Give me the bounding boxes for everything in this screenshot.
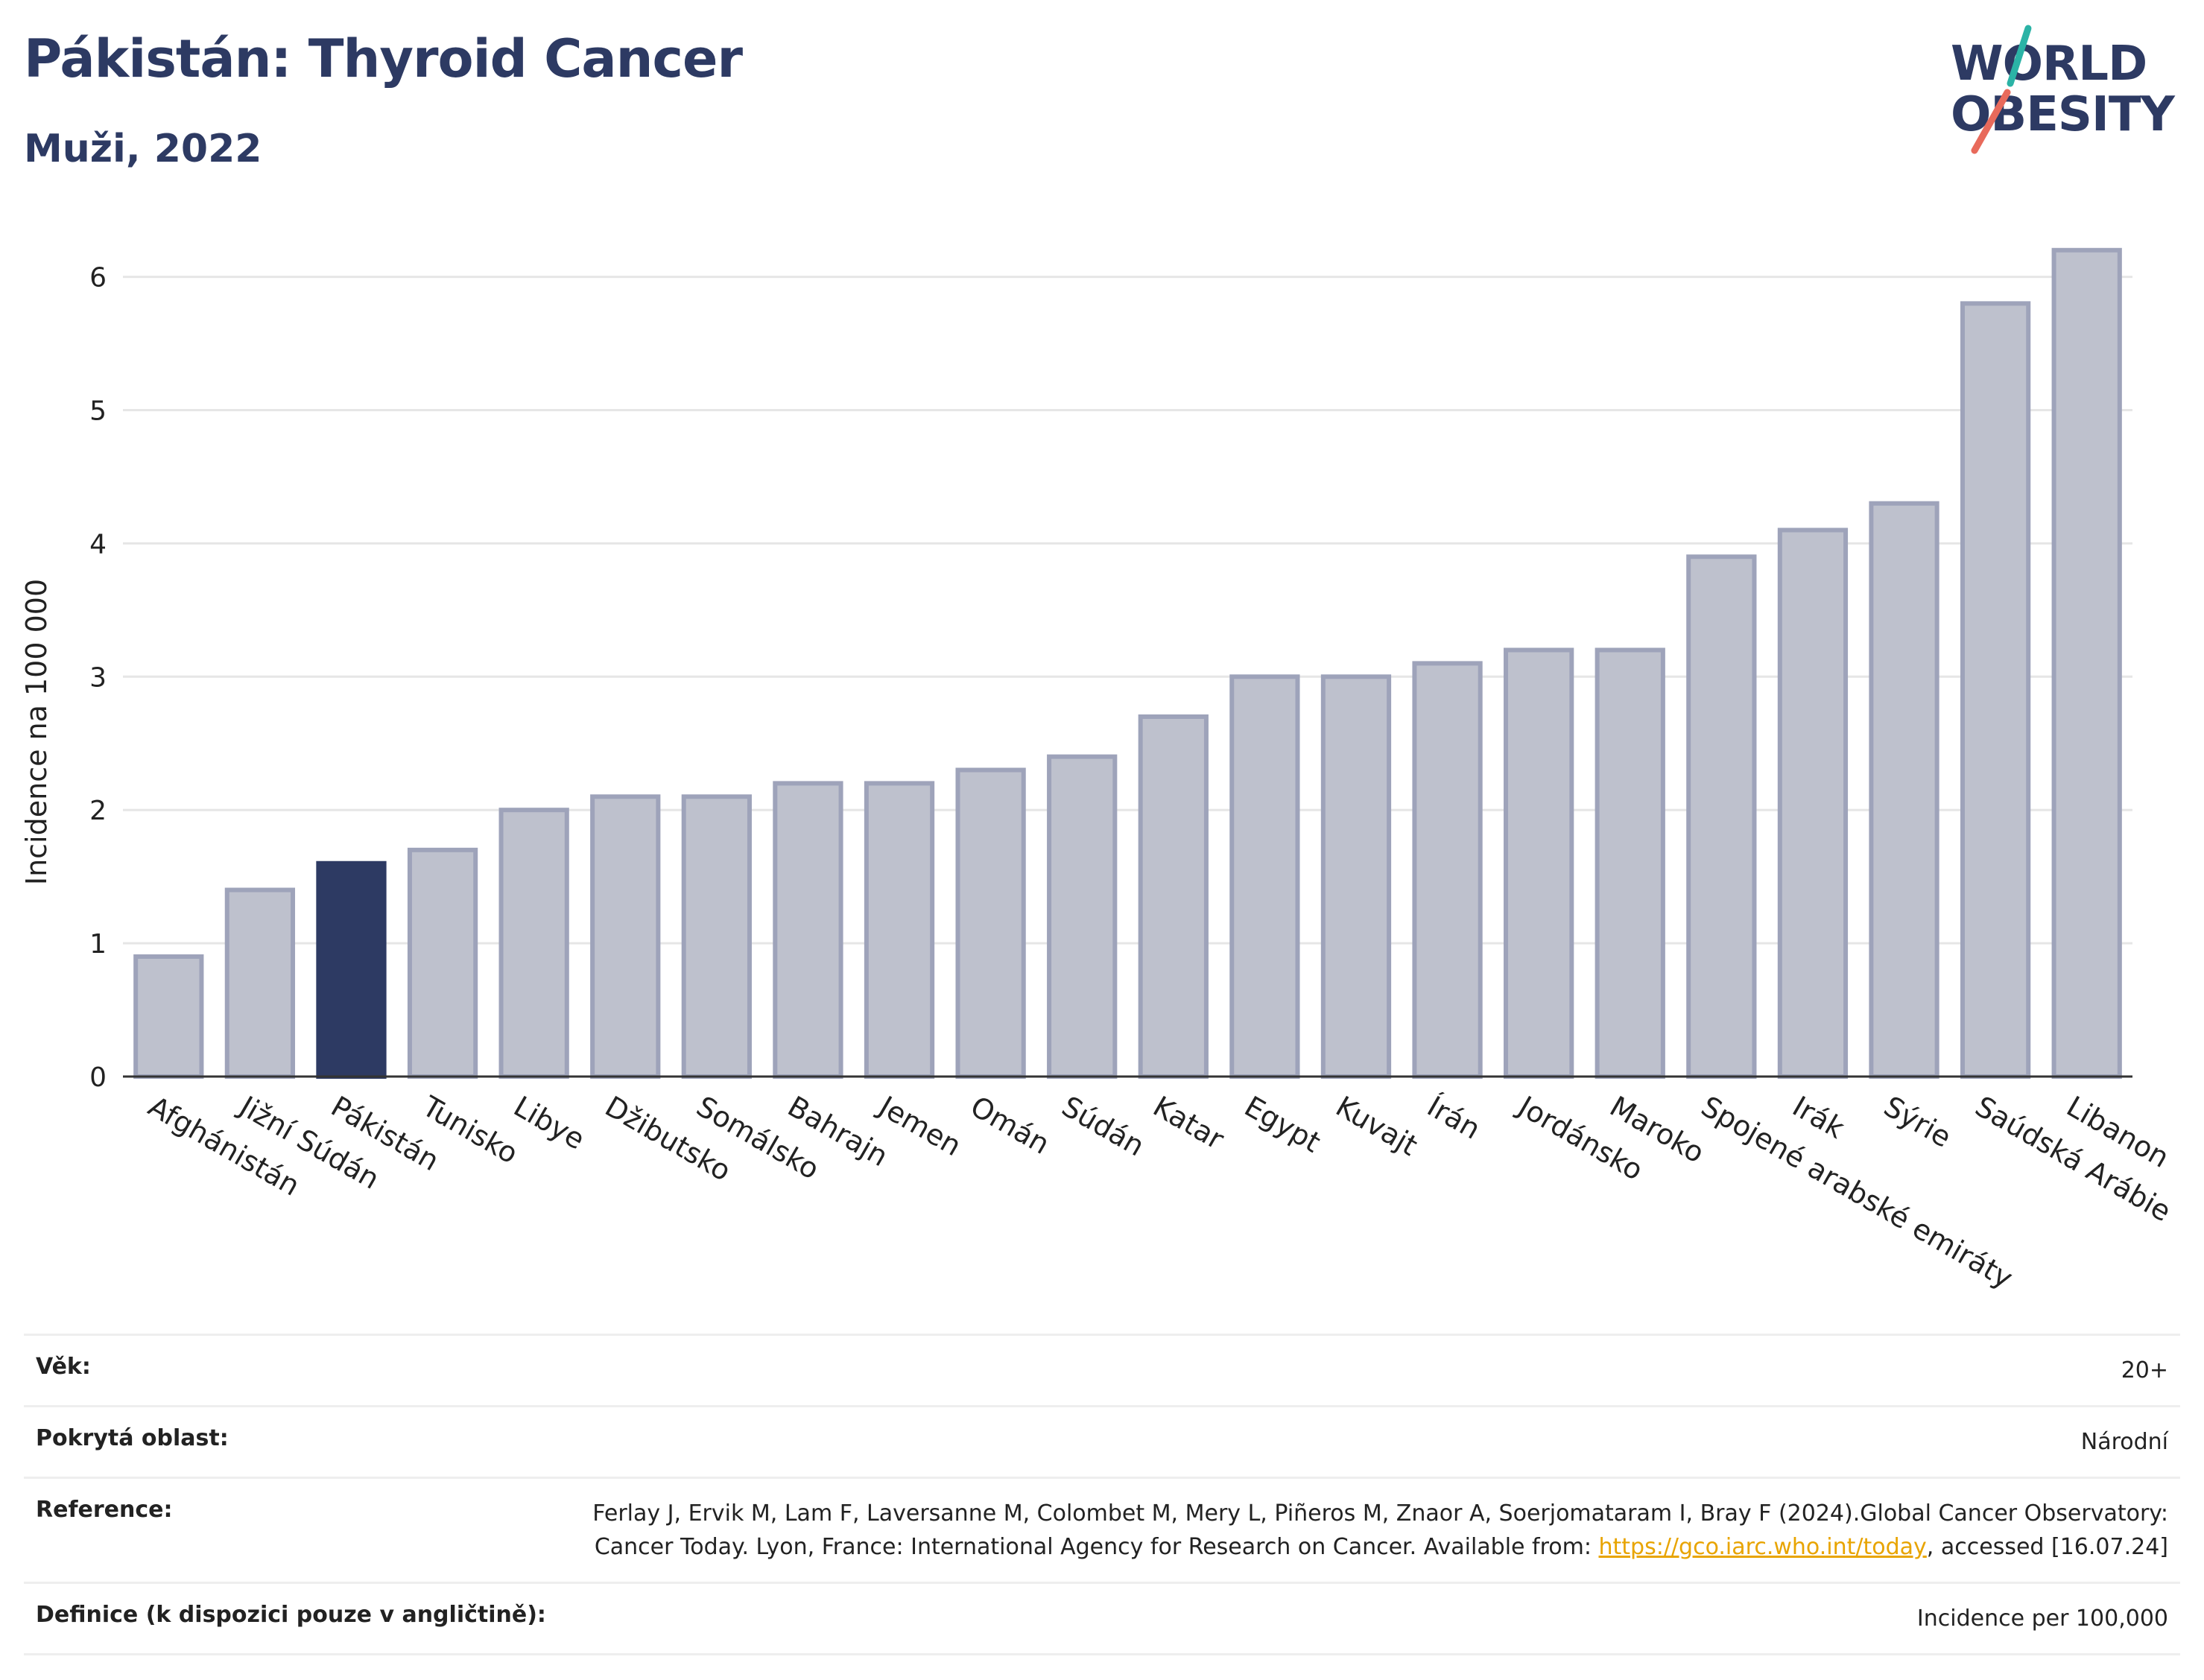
bar	[407, 847, 478, 1079]
x-tick-label: Omán	[965, 1090, 1055, 1161]
bar	[133, 954, 204, 1079]
reference-label: Reference:	[36, 1497, 173, 1523]
bar	[498, 808, 569, 1079]
coverage-value: Národní	[2080, 1429, 2168, 1455]
definition-value: Incidence per 100,000	[1916, 1605, 2168, 1632]
y-tick-label: 2	[89, 796, 107, 826]
bar	[1869, 501, 1939, 1079]
reference-text-2: , accessed [16.07.24]	[1926, 1534, 2168, 1560]
age-value: 20+	[2121, 1357, 2168, 1383]
y-tick-label: 5	[89, 396, 107, 426]
meta-row-age: Věk: 20+	[24, 1334, 2180, 1405]
reference-text-1: Ferlay J, Ervik M, Lam F, Laversanne M, …	[592, 1500, 2168, 1560]
x-tick-label: Katar	[1147, 1090, 1229, 1156]
chart-title: Pákistán: Thyroid Cancer	[24, 28, 743, 89]
bar	[955, 767, 1026, 1079]
meta-row-definition: Definice (k dispozici pouze v angličtině…	[24, 1582, 2180, 1655]
logo-slash-icon	[1971, 25, 2032, 154]
x-tick-label: Súdán	[1057, 1090, 1150, 1163]
x-tick-label: Spojené arabské emiráty	[1696, 1090, 2018, 1295]
y-tick-label: 6	[89, 263, 107, 294]
bar	[1686, 554, 1757, 1079]
reference-link[interactable]: https://gco.iarc.who.int/today	[1598, 1534, 1927, 1560]
bar-highlight	[316, 860, 387, 1079]
bar	[590, 794, 661, 1079]
x-tick-label: Kuvajt	[1330, 1090, 1422, 1162]
meta-row-reference: Reference: Ferlay J, Ervik M, Lam F, Lav…	[24, 1477, 2180, 1582]
meta-row-coverage: Pokrytá oblast: Národní	[24, 1405, 2180, 1477]
chart-subtitle: Muži, 2022	[24, 127, 262, 171]
bar	[864, 781, 935, 1079]
x-tick-label: Írán	[1422, 1090, 1486, 1146]
bar	[1960, 301, 2031, 1079]
y-tick-label: 0	[89, 1062, 107, 1093]
bar	[1320, 674, 1392, 1079]
x-tick-label: Sýrie	[1878, 1090, 1957, 1154]
coverage-label: Pokrytá oblast:	[36, 1425, 229, 1451]
bar	[1229, 674, 1300, 1079]
bar	[1412, 661, 1483, 1079]
bar	[2051, 247, 2122, 1079]
age-label: Věk:	[36, 1354, 91, 1380]
reference-value: Ferlay J, Ervik M, Lam F, Laversanne M, …	[566, 1497, 2168, 1564]
bar	[773, 781, 843, 1079]
bar	[1595, 647, 1665, 1079]
bar	[1138, 714, 1209, 1079]
x-tick-label: Egypt	[1239, 1090, 1326, 1159]
x-tick-label: Irák	[1787, 1090, 1849, 1145]
bar	[681, 794, 752, 1079]
y-tick-label: 3	[89, 662, 107, 693]
y-tick-label: 1	[89, 929, 107, 960]
bar	[1504, 647, 1574, 1079]
bar	[1047, 754, 1118, 1079]
y-tick-label: 4	[89, 529, 107, 560]
bar	[1777, 527, 1849, 1079]
logo-line-1: WORLD	[1951, 37, 2147, 92]
bars	[133, 247, 2122, 1079]
metadata-table: Věk: 20+ Pokrytá oblast: Národní Referen…	[24, 1334, 2180, 1655]
y-axis-label: Incidence na 100 000	[20, 579, 53, 885]
world-obesity-logo: WORLD OBESITY	[1937, 22, 2191, 164]
bar	[224, 887, 296, 1079]
definition-label: Definice (k dispozici pouze v angličtině…	[36, 1602, 546, 1628]
